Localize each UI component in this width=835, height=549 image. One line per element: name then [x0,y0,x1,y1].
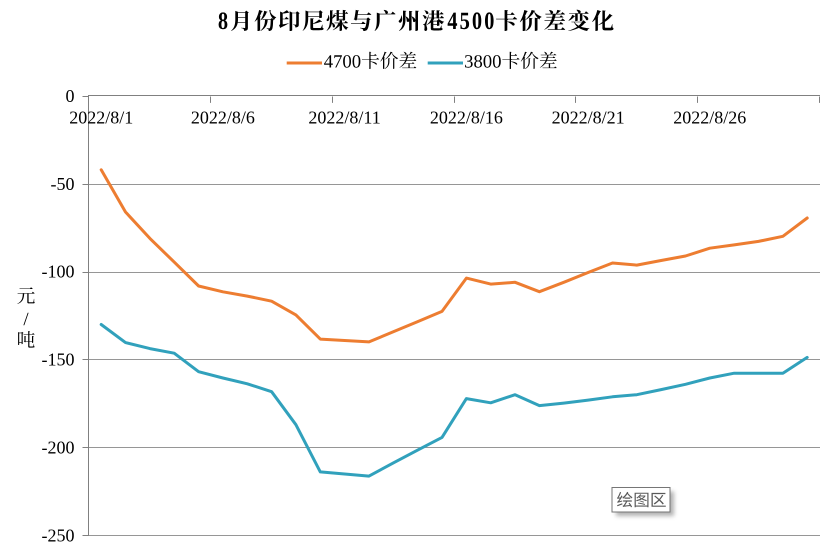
svg-text:2022/8/16: 2022/8/16 [430,108,503,128]
svg-text:2022/8/6: 2022/8/6 [191,108,255,128]
svg-text:-200: -200 [42,438,75,458]
svg-text:-100: -100 [42,262,75,282]
svg-text:0: 0 [66,86,75,106]
svg-text:2022/8/21: 2022/8/21 [552,108,625,128]
svg-text:2022/8/1: 2022/8/1 [69,108,133,128]
svg-text:-250: -250 [42,525,75,544]
svg-text:-50: -50 [51,174,75,194]
svg-text:2022/8/11: 2022/8/11 [308,108,380,128]
svg-text:-150: -150 [42,350,75,370]
svg-text:2022/8/26: 2022/8/26 [673,108,746,128]
